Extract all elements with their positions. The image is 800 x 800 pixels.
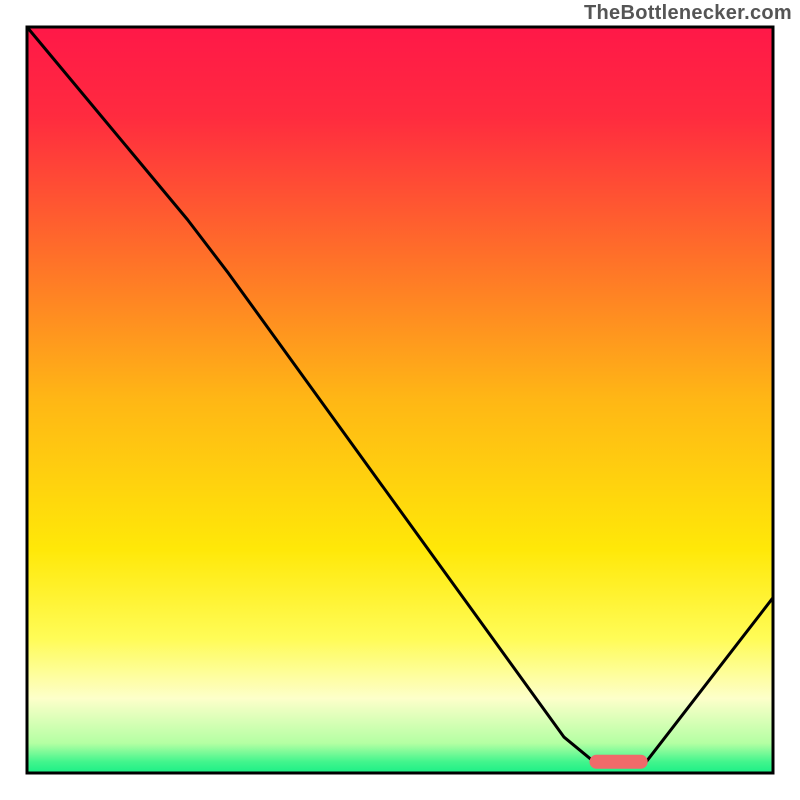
bottleneck-chart: [0, 0, 800, 800]
plot-background: [27, 27, 773, 773]
optimal-marker: [590, 755, 648, 769]
attribution-text: TheBottlenecker.com: [584, 2, 792, 25]
